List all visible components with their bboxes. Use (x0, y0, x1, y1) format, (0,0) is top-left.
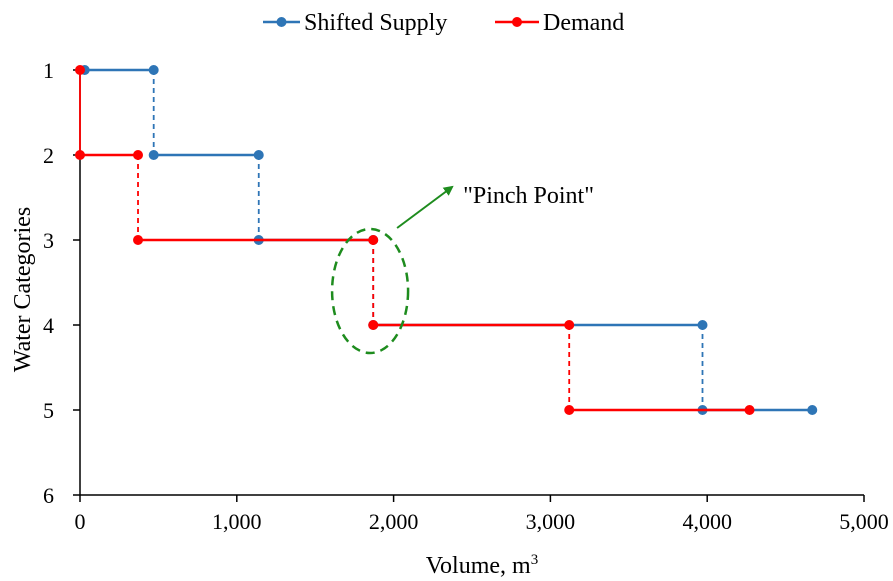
series-point (75, 65, 85, 75)
axes: 0 1,000 2,000 3,000 4,000 5,000 1 2 3 4 5 6 Volume, … (10, 58, 889, 579)
legend-item-shifted-supply: Shifted Supply (263, 10, 447, 36)
x-axis-title-superscript: 3 (531, 552, 539, 568)
legend-item-demand: Demand (495, 10, 624, 36)
series-point (133, 150, 144, 160)
x-tick-label: 2,000 (369, 509, 419, 534)
y-axis-title: Water Categories (10, 207, 36, 372)
x-tick-label: 4,000 (682, 509, 732, 534)
legend-marker (512, 17, 522, 27)
legend: Shifted Supply Demand (263, 10, 624, 36)
series-point (744, 405, 755, 415)
x-axis-title-text: Volume, m (426, 553, 531, 579)
x-axis-title: Volume, m3 (426, 552, 538, 579)
y-tick-label: 4 (43, 313, 54, 338)
series-point (148, 65, 159, 75)
series-point (148, 150, 159, 160)
pinch-point-label: "Pinch Point" (463, 183, 594, 209)
y-tick-label: 5 (43, 398, 54, 423)
series-point (75, 150, 85, 160)
legend-label: Demand (543, 10, 624, 36)
pinch-point-ellipse (330, 227, 410, 355)
series-point (253, 150, 264, 160)
legend-label: Shifted Supply (304, 10, 447, 36)
y-tick-label: 6 (43, 483, 54, 508)
series-point (368, 235, 379, 245)
annotation-group: "Pinch Point" (330, 183, 594, 355)
y-tick-label: 3 (43, 228, 54, 253)
y-tick-label: 2 (43, 143, 54, 168)
series-point (368, 320, 379, 330)
x-tick-label: 1,000 (212, 509, 262, 534)
x-tick-label: 5,000 (839, 509, 889, 534)
x-tick-label: 3,000 (526, 509, 576, 534)
legend-marker (276, 17, 287, 27)
y-tick-label: 1 (43, 58, 54, 83)
series-demand (75, 65, 755, 415)
series-point (564, 320, 575, 330)
plot-area (75, 65, 818, 415)
series-point (697, 320, 708, 330)
pinch-point-arrow (396, 185, 454, 229)
series-point (133, 235, 144, 245)
series-point (807, 405, 818, 415)
x-tick-label: 0 (75, 509, 86, 534)
series-point (564, 405, 575, 415)
